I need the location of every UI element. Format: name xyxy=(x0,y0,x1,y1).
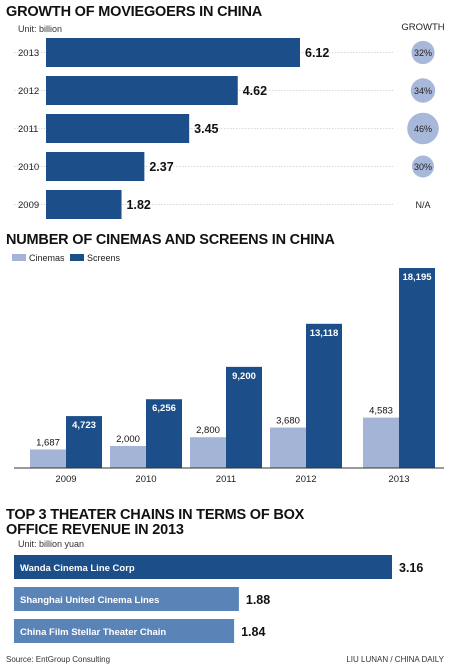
moviegoers-value-label: 3.45 xyxy=(194,122,218,136)
cinemas-value-label: 3,680 xyxy=(276,416,300,427)
year-label: 2011 xyxy=(18,124,38,135)
chain-value-label: 1.88 xyxy=(246,593,270,607)
moviegoers-bar xyxy=(46,76,238,105)
theater-chains-unit-label: Unit: billion yuan xyxy=(18,539,85,549)
theater-chains-title-line-1: TOP 3 THEATER CHAINS IN TERMS OF BOX xyxy=(6,507,305,523)
chain-name-label: Wanda Cinema Line Corp xyxy=(20,563,135,574)
growth-circle xyxy=(410,78,436,103)
theater-chains-title-line-2: OFFICE REVENUE IN 2013 xyxy=(6,522,184,538)
cinemas-bar xyxy=(363,417,399,468)
chain-name-label: Shanghai United Cinema Lines xyxy=(20,595,159,606)
theater-chains-bar-chart: Wanda Cinema Line Corp 3.16 Shanghai Unite… xyxy=(14,555,423,643)
growth-label: 46% xyxy=(414,124,432,134)
year-label: 2009 xyxy=(18,200,39,211)
growth-circle xyxy=(412,155,434,178)
growth-label: 30% xyxy=(414,162,432,172)
screens-value-label: 18,195 xyxy=(402,272,432,283)
cinemas-value-label: 1,687 xyxy=(36,437,60,448)
moviegoers-bar xyxy=(46,152,145,181)
cinemas-bar xyxy=(270,427,306,468)
screens-bar xyxy=(399,268,435,468)
chain-bar xyxy=(14,555,392,579)
legend-swatch-screens xyxy=(70,254,84,261)
x-tick-label: 2010 xyxy=(135,474,156,485)
cinemas-value-label: 4,583 xyxy=(369,406,393,417)
cinemas-bar xyxy=(110,446,146,468)
cinemas-screens-chart-title: NUMBER OF CINEMAS AND SCREENS IN CHINA xyxy=(6,232,335,248)
chain-value-label: 1.84 xyxy=(241,625,265,639)
x-tick-label: 2009 xyxy=(55,474,76,485)
moviegoers-bar xyxy=(46,190,122,219)
year-label: 2010 xyxy=(18,162,39,173)
theater-chains-chart-title: TOP 3 THEATER CHAINS IN TERMS OF BOX OFF… xyxy=(6,508,304,538)
screens-value-label: 4,723 xyxy=(72,420,96,431)
moviegoers-value-label: 6.12 xyxy=(305,46,329,60)
cinemas-bar xyxy=(190,437,226,468)
moviegoers-value-label: 1.82 xyxy=(127,198,151,212)
screens-bar xyxy=(66,416,102,468)
legend-label-screens: Screens xyxy=(87,253,121,263)
screens-bar xyxy=(226,366,262,468)
growth-circle xyxy=(411,40,435,65)
chain-bar xyxy=(14,619,235,643)
moviegoers-unit-label: Unit: billion xyxy=(18,24,63,34)
growth-label: 34% xyxy=(414,86,432,96)
moviegoers-bar-chart: GROWTH 2013 6.12 32% 2012 4.62 34% 2011 3.45 46% 2… xyxy=(14,22,445,219)
source-note: Source: EntGroup Consulting xyxy=(6,655,111,664)
x-tick-label: 2011 xyxy=(216,474,236,485)
cinemas-screens-bar-chart: Cinemas Screens 1,687 4,723 2009 2,000 6,256 20… xyxy=(12,253,444,485)
screens-bar xyxy=(146,399,182,468)
legend-swatch-cinemas xyxy=(12,254,26,261)
screens-value-label: 13,118 xyxy=(310,328,339,339)
screens-bar xyxy=(306,323,342,468)
moviegoers-value-label: 2.37 xyxy=(149,160,173,174)
chain-value-label: 3.16 xyxy=(399,561,423,575)
cinemas-value-label: 2,000 xyxy=(116,434,140,445)
cinemas-value-label: 2,800 xyxy=(196,425,220,436)
x-tick-label: 2013 xyxy=(388,474,409,485)
moviegoers-value-label: 4.62 xyxy=(243,84,267,98)
moviegoers-bar xyxy=(46,38,300,67)
credit-note: LIU LUNAN / CHINA DAILY xyxy=(346,655,444,664)
screens-value-label: 9,200 xyxy=(232,371,256,382)
legend-label-cinemas: Cinemas xyxy=(29,253,65,263)
year-label: 2013 xyxy=(18,48,39,59)
screens-value-label: 6,256 xyxy=(152,403,176,414)
chain-name-label: China Film Stellar Theater Chain xyxy=(20,627,166,638)
chain-bar xyxy=(14,587,239,611)
growth-label: N/A xyxy=(415,200,430,210)
cinemas-bar xyxy=(30,449,66,468)
growth-label: 32% xyxy=(414,48,432,58)
moviegoers-bar xyxy=(46,114,190,143)
growth-circle xyxy=(407,112,439,145)
moviegoers-chart-title: GROWTH OF MOVIEGOERS IN CHINA xyxy=(6,4,263,20)
year-label: 2012 xyxy=(18,86,39,97)
growth-header: GROWTH xyxy=(401,22,444,33)
x-tick-label: 2012 xyxy=(295,474,316,485)
